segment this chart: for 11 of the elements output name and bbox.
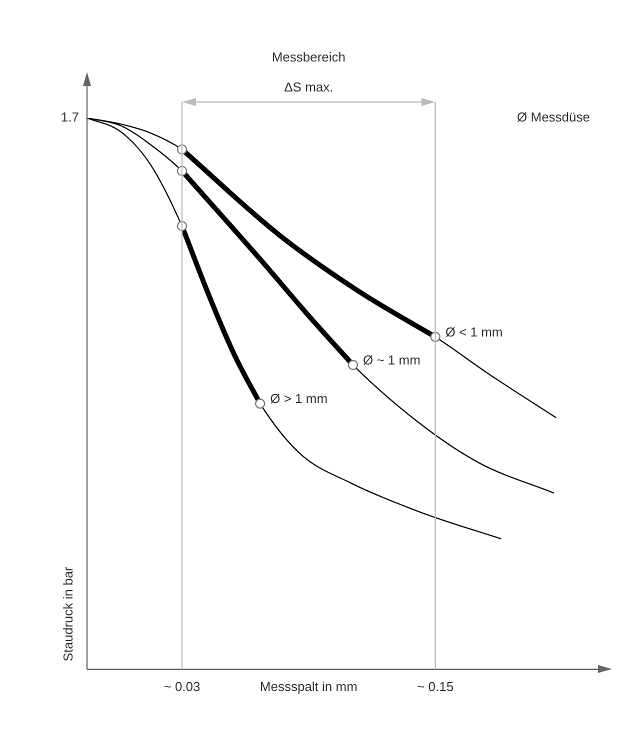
series-label: Ø < 1 mm: [445, 324, 503, 340]
annotation: 1.7: [60, 110, 79, 125]
x-tick-label: ~ 0.03: [164, 678, 200, 694]
series-label: Ø > 1 mm: [270, 391, 328, 406]
text: Messbereich: [272, 50, 346, 65]
x-tick-label: ~ 0.15: [417, 678, 454, 694]
text: ΔS max.: [284, 80, 334, 95]
annotation: Ø Messdüse: [517, 110, 590, 125]
series-label: Ø ~ 1 mm: [363, 352, 420, 368]
x-axis-title: Messspalt in mm: [260, 678, 358, 694]
y-axis-title: Staudruck in bar: [60, 566, 76, 662]
